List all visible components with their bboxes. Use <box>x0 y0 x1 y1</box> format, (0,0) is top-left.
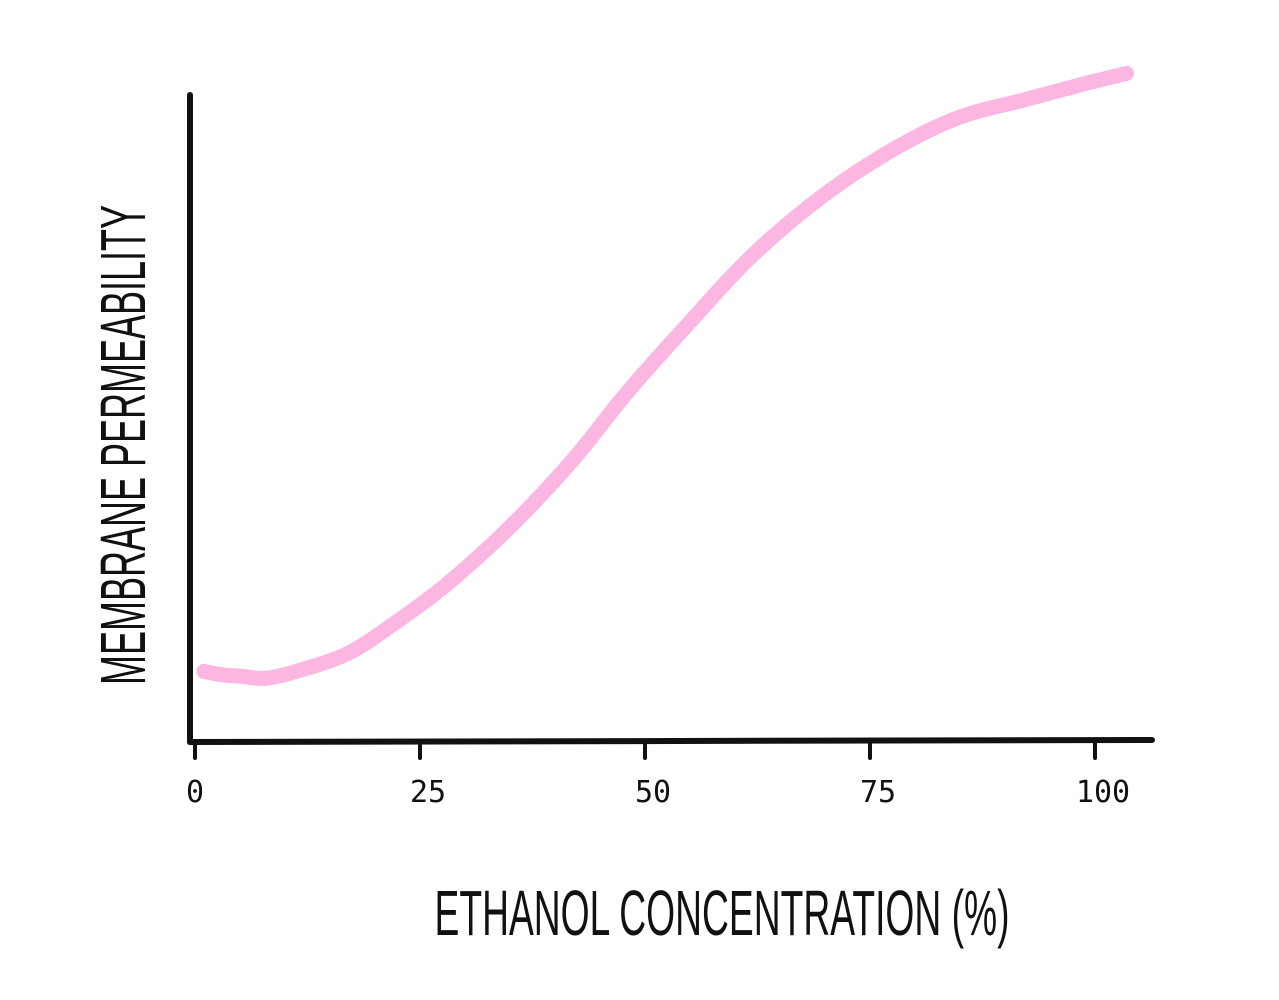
x-tick-label: 0 <box>186 775 204 810</box>
x-tick-label: 50 <box>635 775 671 810</box>
y-axis-title: MEMBRANE PERMEABILITY <box>87 205 159 685</box>
plot-area <box>196 65 1134 686</box>
x-axis-ticks: 0 25 50 75 100 <box>186 740 1130 810</box>
x-tick-label: 100 <box>1076 775 1130 810</box>
x-tick-label: 75 <box>860 775 896 810</box>
x-axis-line <box>187 737 1155 745</box>
x-axis-title: ETHANOL CONCENTRATION (%) <box>435 877 1010 949</box>
x-tick-label: 25 <box>410 775 446 810</box>
series-line-0 <box>196 65 1134 686</box>
